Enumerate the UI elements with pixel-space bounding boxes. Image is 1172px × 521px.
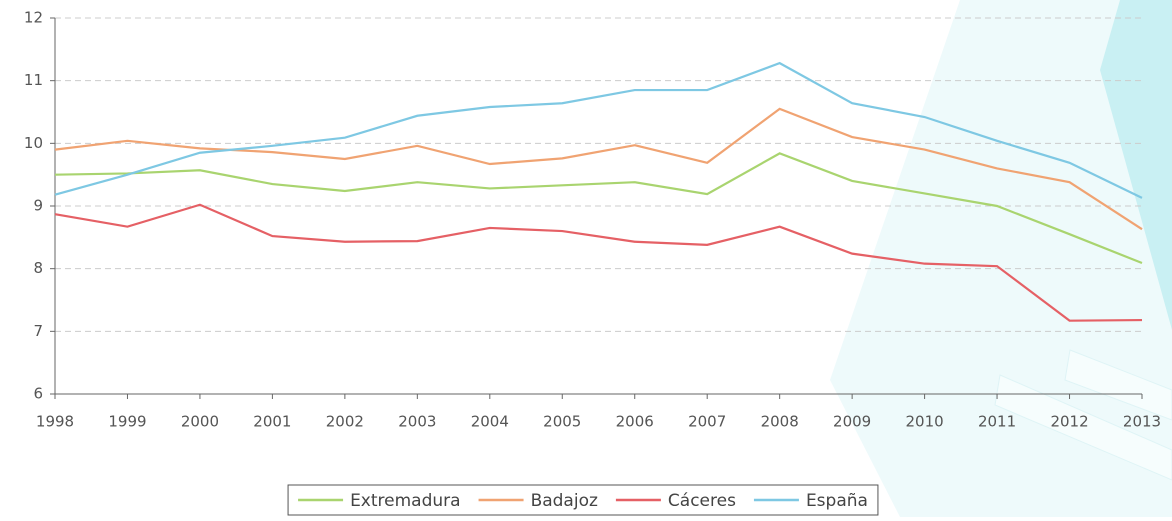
y-tick-label: 12 <box>24 9 43 27</box>
series-line <box>54 61 1143 199</box>
x-tick-label: 1998 <box>36 413 74 431</box>
x-tick-label: 2000 <box>181 413 219 431</box>
x-tick-label: 2008 <box>761 413 799 431</box>
x-tick-label: 2006 <box>616 413 654 431</box>
y-tick-label: 7 <box>33 322 43 340</box>
legend: Extremadura Badajoz Cáceres España <box>287 484 879 516</box>
series-line <box>54 152 1143 265</box>
series-line <box>54 203 1143 322</box>
y-tick-label: 10 <box>24 134 43 152</box>
legend-label: Cáceres <box>668 491 736 511</box>
x-tick-label: 2002 <box>326 413 364 431</box>
x-tick-label: 2013 <box>1123 413 1161 431</box>
y-tick-label: 8 <box>33 259 43 277</box>
x-tick-label: 2005 <box>543 413 581 431</box>
y-tick-label: 6 <box>33 385 43 403</box>
x-tick-label: 2010 <box>906 413 944 431</box>
x-tick-label: 2004 <box>471 413 509 431</box>
x-tick-label: 2011 <box>978 413 1016 431</box>
legend-label: Badajoz <box>531 491 598 511</box>
background-decoration <box>830 0 1172 517</box>
legend-label: España <box>806 491 868 511</box>
x-tick-label: 2003 <box>398 413 436 431</box>
x-tick-label: 2007 <box>688 413 726 431</box>
x-tick-label: 2009 <box>833 413 871 431</box>
x-tick-label: 1999 <box>108 413 146 431</box>
y-tick-label: 11 <box>24 71 43 89</box>
x-tick-label: 2012 <box>1050 413 1088 431</box>
y-tick-label: 9 <box>33 197 43 215</box>
x-tick-label: 2001 <box>253 413 291 431</box>
legend-label: Extremadura <box>350 491 461 511</box>
